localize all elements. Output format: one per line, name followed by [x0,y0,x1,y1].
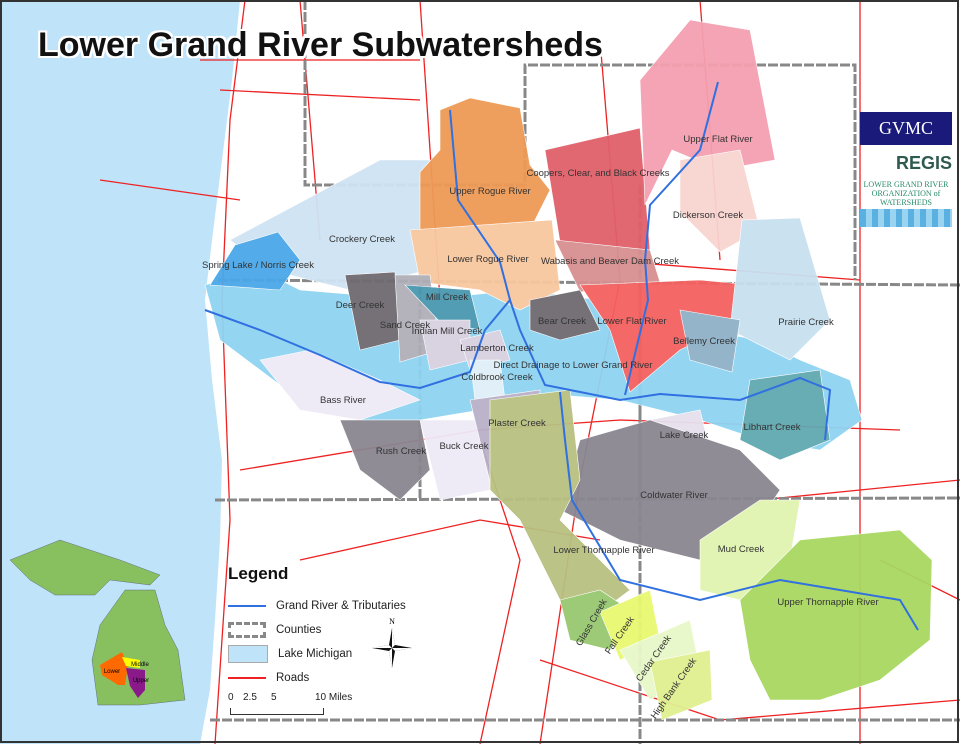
label: Mill Creek [426,292,468,303]
lgrow-logo-wave [860,209,952,227]
label: Grand River & Tributaries [276,600,406,612]
label: Counties [276,624,322,636]
subwatershed-coopers [544,127,651,251]
rivers [204,81,919,631]
subwatershed-upper-thornapple [739,529,933,701]
michigan-inset: Lower Middle Upper [9,539,186,706]
label: 2.5 [243,692,257,703]
label: Indian Mill Creek [412,326,483,337]
label: Coldwater River [640,490,708,501]
subwatershed-prairie [729,217,831,361]
subwatershed-bellemy [679,309,741,373]
lgrow-logo: LOWER GRAND RIVER ORGANIZATION of WATERS… [863,180,949,207]
label: Wabasis and Beaver Dam Creek [541,256,679,267]
legend-item-lake: Lake Michigan [228,642,428,666]
label: Rush Creek [376,446,426,457]
legend-item-rivers: Grand River & Tributaries [228,594,428,618]
label: Lamberton Creek [460,343,534,354]
label: Direct Drainage to Lower Grand River [494,360,653,371]
label: Dickerson Creek [673,210,743,221]
regis-logo: REGIS [895,153,952,173]
label: 5 [271,692,277,703]
label: Crockery Creek [329,234,395,245]
gvmc-logo: GVMC [860,112,952,145]
label: Prairie Creek [778,317,834,328]
north-arrow: N [372,617,412,668]
label: Bear Creek [538,316,586,327]
label: Lower Thornapple River [553,545,654,556]
label: Lower [104,669,120,675]
label: Roads [276,672,310,684]
label: Sand Creek [380,320,430,331]
label: Libhart Creek [743,422,800,433]
label: Lake Creek [660,430,709,441]
subwatershed-high-bank [649,649,713,721]
subwatershed-mill [404,284,481,331]
scale-bar: 0 2.5 5 10 Miles [228,692,428,715]
legend-title: Legend [228,564,289,583]
label: N [389,617,395,626]
map-title: Lower Grand River Subwatersheds [38,26,603,64]
label: Coldbrook Creek [461,372,533,383]
subwatershed-bear [529,289,601,341]
label: Middle [131,662,149,668]
subwatershed-upper-rogue [419,97,551,231]
label: Bellemy Creek [673,336,735,347]
label: Spring Lake / Norris Creek [202,260,314,271]
label: Upper Rogue River [449,186,530,197]
label: Deer Creek [336,300,385,311]
legend-item-counties: Counties [228,618,428,642]
label: Plaster Creek [488,418,546,429]
label: 0 [228,692,234,703]
subwatershed-rush [339,419,431,501]
label: Lower Flat River [597,316,666,327]
legend: Legend Grand River & Tributaries Countie… [228,564,428,715]
label: Mud Creek [718,544,765,555]
label: Coopers, Clear, and Black Creeks [526,168,669,179]
label: Upper [133,678,149,684]
label: Lake Michigan [278,648,353,660]
legend-item-roads: Roads [228,666,428,690]
label: Bass River [320,395,366,406]
label: Upper Thornapple River [777,597,878,608]
label: Buck Creek [439,441,488,452]
label: Lower Rogue River [447,254,528,265]
label: Upper Flat River [683,134,752,145]
logos: GVMC REGIS LOWER GRAND RIVER ORGANIZATIO… [860,112,952,227]
subwatershed-polygons [204,19,933,721]
label: 10 Miles [315,692,353,703]
subwatershed-spring-lake [209,231,301,291]
